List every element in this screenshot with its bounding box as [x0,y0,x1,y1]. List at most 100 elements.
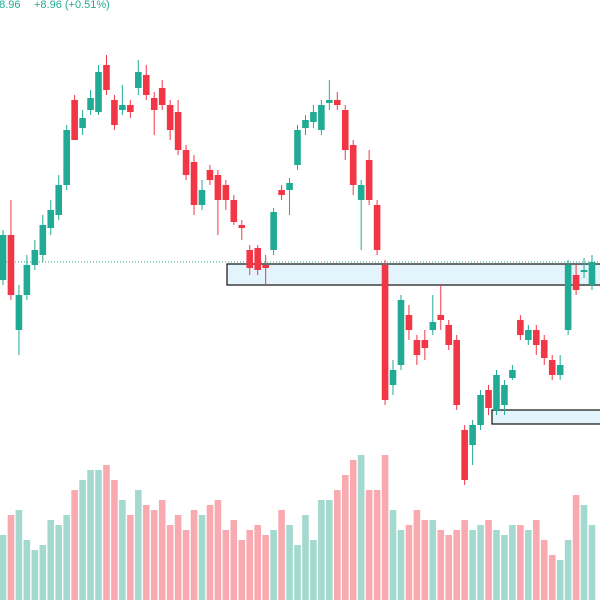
volume-bar [501,535,508,600]
candle-body [445,325,453,345]
volume-bar [222,530,230,600]
zone [226,263,600,286]
volume-bar [397,530,405,600]
candle-body [174,112,182,150]
volume-bar [341,475,349,600]
candle-body [286,183,293,190]
volume-bar [286,525,293,600]
candle-body [437,315,445,320]
candle-body [333,100,341,105]
candle-body [127,105,134,112]
volume-bar [190,510,198,600]
volume-bar [588,525,596,600]
candle-body [262,265,269,268]
volume-bar [0,535,7,600]
volume-bar [389,510,397,600]
volume-bar [365,490,373,600]
volume-bar [381,455,389,600]
candle-body [429,322,437,330]
candle-body [501,385,508,405]
volume-bar [31,550,39,600]
candle-body [198,190,206,205]
volume-bar [214,500,222,600]
volume-bar [230,520,238,600]
candle-body [453,340,460,405]
volume-bar [166,525,174,600]
volume-bar [7,515,15,600]
volume-bar [158,500,166,600]
volume-bar [540,540,548,600]
candle-body [63,130,70,185]
volume-bar [55,525,63,600]
volume-bar [87,470,94,600]
change: +8.96 (+0.51%) [34,0,110,11]
volume-bar [556,560,564,600]
volume-bar [278,510,285,600]
candle-body [7,235,15,295]
candle-body [318,105,325,130]
volume-bar [15,510,23,600]
candle-body [238,225,246,228]
candle-body [246,250,254,268]
candle-body [493,375,500,410]
volume-bar [517,525,524,600]
candle-body [23,265,31,295]
volume-bar [302,515,309,600]
candle-body [47,210,55,228]
volume-bar [493,530,500,600]
volume-bar [135,490,142,600]
candle-body [278,190,285,195]
candle-body [349,145,357,185]
volume-bar [150,510,158,600]
volume-bar [548,555,556,600]
candle-body [119,105,126,110]
candle-body [469,425,476,445]
volume-bar [373,490,381,600]
volume-bar [564,540,572,600]
candle-body [182,150,190,175]
volume-bar [580,505,588,600]
volume-bar [469,530,476,600]
volume-bar [63,515,70,600]
volume-bar [79,480,86,600]
candle-body [485,390,492,408]
candle-body [214,175,222,200]
candle-body [548,360,556,375]
candle-body [254,248,262,270]
candle-layer [0,55,596,485]
candle-body [103,65,110,90]
volume-bar [525,530,532,600]
volume-bar [119,500,126,600]
volume-bar [47,520,55,600]
candle-body [405,315,413,330]
candle-body [341,110,349,150]
volume-bar [262,535,269,600]
candle-body [0,235,7,280]
candle-body [166,105,174,130]
candle-body [206,170,214,180]
volume-bar [333,490,341,600]
volume-bar [23,540,31,600]
candle-body [509,370,516,378]
volume-bar [111,480,118,600]
volume-bar [477,525,484,600]
volume-bar [326,500,333,600]
candle-body [294,130,301,165]
candle-body [39,225,47,255]
volume-bar [39,545,47,600]
volume-bar [294,545,301,600]
candle-body [532,330,540,345]
candle-body [381,265,389,400]
candle-body [365,160,373,200]
candle-body [55,185,63,215]
candle-body [310,112,317,122]
volume-bar [206,505,214,600]
volume-layer [0,455,596,600]
volume-bar [485,520,492,600]
volume-bar [103,465,110,600]
candle-body [357,185,365,200]
candle-body [556,365,564,375]
candle-body [87,98,94,110]
candle-body [142,75,150,95]
volume-bar [349,460,357,600]
